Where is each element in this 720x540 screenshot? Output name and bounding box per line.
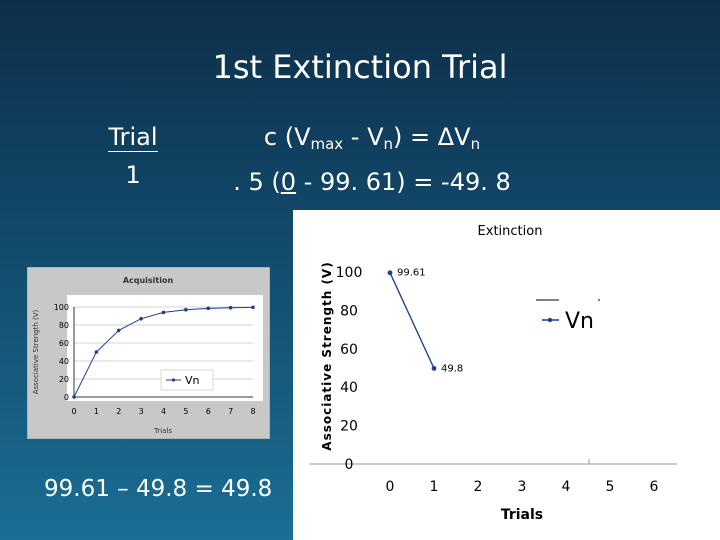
acquisition-x-tick-label: 1: [94, 407, 99, 416]
extinction-y-axis-label: Associative Strength (V): [320, 261, 334, 450]
extinction-y-tick-label: 20: [340, 419, 358, 435]
extinction-legend-label: Vn: [565, 309, 594, 334]
acquisition-x-axis-label: Trials: [153, 427, 172, 435]
acquisition-data-point: [184, 307, 188, 312]
slide-title: 1st Extinction Trial: [212, 48, 508, 86]
acquisition-y-tick-label: 0: [64, 393, 69, 402]
acquisition-chart-title: Acquisition: [123, 276, 174, 285]
acquisition-data-point: [116, 328, 121, 333]
formula-sub-n2: n: [470, 135, 481, 153]
formula-pre: . 5 (: [233, 168, 281, 196]
acquisition-data-point: [206, 306, 211, 311]
acquisition-x-tick-label: 8: [250, 407, 255, 416]
extinction-y-tick-label: 80: [340, 303, 358, 319]
formula-end: ) = ΔV: [393, 123, 471, 151]
acquisition-x-tick-label: 4: [161, 407, 166, 416]
extinction-y-tick-label: 0: [345, 457, 354, 473]
trial-number: 1: [125, 161, 141, 189]
acquisition-data-point: [72, 395, 76, 399]
extinction-x-axis-label: Trials: [501, 507, 543, 523]
formula-line-2: . 5 (0 - 99. 61) = -49. 8: [222, 163, 522, 201]
acquisition-x-tick-label: 6: [206, 407, 211, 416]
extinction-data-point: [387, 270, 393, 276]
acquisition-y-tick-label: 20: [59, 375, 69, 384]
formula-sub-max: max: [310, 135, 344, 153]
extinction-x-tick-label: 5: [606, 479, 615, 495]
extinction-x-tick-label: 0: [386, 479, 395, 495]
extinction-x-tick-label: 1: [430, 479, 439, 495]
acquisition-legend-label: Vn: [185, 374, 200, 387]
extinction-x-tick-label: 6: [650, 479, 659, 495]
trial-label: Trial: [108, 123, 158, 152]
extinction-x-tick-label: 4: [562, 479, 571, 495]
acquisition-legend-box: [160, 369, 214, 391]
formula-post: - 99. 61) = -49. 8: [296, 168, 511, 196]
extinction-y-tick-label: 100: [336, 265, 363, 281]
extinction-legend-marker: [547, 317, 553, 323]
formula-sub-n: n: [383, 135, 394, 153]
extinction-series-line: [389, 272, 435, 369]
acquisition-y-tick-label: 40: [59, 357, 69, 366]
acquisition-x-tick-label: 3: [139, 407, 144, 416]
acquisition-x-tick-label: 7: [228, 407, 233, 416]
bottom-equation: 99.61 – 49.8 = 49.8: [44, 476, 273, 502]
acquisition-y-tick-label: 100: [54, 303, 69, 312]
acquisition-x-tick-label: 0: [71, 407, 76, 416]
acquisition-data-point: [94, 350, 99, 354]
acquisition-chart: 0 20 40 60 80 100 0 1 2 3 4 5 6 7 8 Acquisition Trials As…: [27, 267, 270, 439]
acquisition-data-point: [251, 305, 255, 310]
acquisition-x-tick-label: 2: [116, 407, 121, 416]
formula: c (Vmax - Vn) = ΔVn . 5 (0 - 99. 61) = -…: [222, 118, 522, 201]
trial-header: Trial 1: [100, 118, 166, 194]
acquisition-data-point: [228, 305, 233, 310]
formula-c: c (V: [263, 123, 311, 151]
formula-mid: - V: [343, 123, 384, 151]
formula-line-1: c (Vmax - Vn) = ΔVn: [222, 118, 522, 163]
acquisition-x-tick-label: 5: [183, 407, 188, 416]
extinction-x-tick-label: 2: [474, 479, 483, 495]
extinction-chart-title: Extinction: [478, 224, 543, 239]
extinction-data-label: 99.61: [397, 268, 426, 279]
extinction-y-tick-label: 60: [340, 342, 358, 358]
acquisition-y-tick-label: 80: [59, 321, 69, 330]
extinction-y-tick-label: 40: [340, 380, 358, 396]
extinction-chart: 0 20 40 60 80 100 0 1 2 3 4 5 6 99.61 49.8 Extinction Tr…: [293, 210, 720, 540]
extinction-data-point: [431, 365, 437, 371]
acquisition-data-point: [161, 310, 166, 315]
formula-zero: 0: [280, 168, 297, 196]
acquisition-legend-marker: [171, 378, 176, 382]
extinction-data-label: 49.8: [441, 363, 463, 374]
acquisition-y-tick-label: 60: [59, 339, 69, 348]
acquisition-y-axis-label: Associative Strength (V): [32, 309, 40, 394]
extinction-chart-background: [293, 210, 720, 540]
acquisition-data-point: [139, 316, 143, 321]
extinction-x-tick-label: 3: [518, 479, 527, 495]
